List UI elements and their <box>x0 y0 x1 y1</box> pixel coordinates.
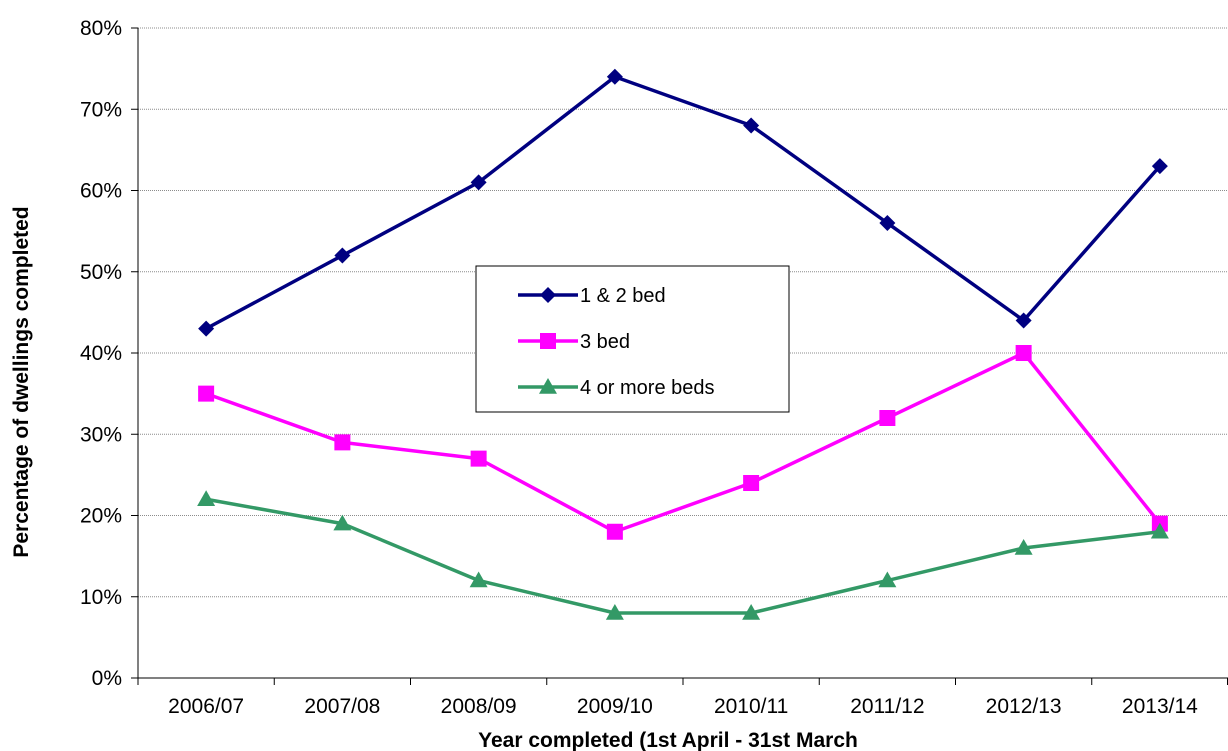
y-tick-label: 0% <box>92 667 122 690</box>
y-tick-label: 20% <box>80 505 122 528</box>
data-point-1-2-bed <box>743 117 760 134</box>
data-point-4-or-more-beds <box>333 514 352 531</box>
y-tick-label: 70% <box>80 98 122 121</box>
data-point-4-or-more-beds <box>1150 522 1169 539</box>
data-point-3-bed <box>879 410 896 426</box>
data-point-1-2-bed <box>1151 158 1168 175</box>
x-tick-label: 2009/10 <box>577 695 653 718</box>
data-point-4-or-more-beds <box>878 571 897 588</box>
legend-label-3-bed: 3 bed <box>580 331 630 353</box>
legend-label-4-or-more-beds: 4 or more beds <box>580 377 715 399</box>
x-tick-label: 2010/11 <box>714 695 788 718</box>
series-line-3-bed <box>205 351 1162 534</box>
data-point-4-or-more-beds <box>1014 539 1033 555</box>
series-4-or-more-beds <box>197 490 1169 620</box>
data-point-3-bed <box>470 450 487 467</box>
series-1-2-bed <box>198 68 1168 337</box>
legend: 1 & 2 bed 3 bed 4 or more beds <box>475 265 790 413</box>
x-tick-label: 2013/14 <box>1122 695 1198 718</box>
data-point-4-or-more-beds <box>742 604 761 620</box>
y-tick-label: 40% <box>80 342 122 365</box>
y-tick-label: 80% <box>80 17 122 40</box>
legend-marker-1-2-bed <box>540 287 556 303</box>
data-point-1-2-bed <box>1015 312 1032 329</box>
legend-marker-3-bed <box>540 333 556 349</box>
data-point-3-bed <box>334 434 351 451</box>
data-point-4-or-more-beds <box>197 490 216 506</box>
series-group <box>197 68 1169 620</box>
y-tick-label: 50% <box>80 261 122 284</box>
data-point-3-bed <box>606 523 623 540</box>
y-tick-label: 30% <box>80 423 122 446</box>
data-point-3-bed <box>1015 345 1032 361</box>
data-point-1-2-bed <box>334 247 351 264</box>
data-point-1-2-bed <box>879 215 896 231</box>
data-point-3-bed <box>198 385 215 402</box>
y-tick-label: 10% <box>80 586 122 609</box>
x-tick-label: 2012/13 <box>986 695 1062 718</box>
x-axis-title: Year completed (1st April - 31st March <box>478 729 858 751</box>
data-point-3-bed <box>743 475 760 491</box>
data-point-1-2-bed <box>606 68 623 85</box>
series-3-bed <box>198 345 1168 540</box>
y-tick-label: 60% <box>80 180 122 203</box>
data-point-4-or-more-beds <box>605 604 624 620</box>
axes: 0% 10% 20% 30% 40% 50% 60% 70% 80% 2006/07 2007/08… <box>80 17 1228 718</box>
data-point-1-2-bed <box>470 174 487 191</box>
series-line-1-2-bed <box>205 75 1162 331</box>
x-tick-label: 2006/07 <box>168 695 244 718</box>
x-tick-label: 2011/12 <box>850 695 924 718</box>
data-point-4-or-more-beds <box>469 571 488 588</box>
y-axis-title: Percentage of dwellings completed <box>10 206 33 557</box>
x-tick-label: 2007/08 <box>304 695 380 718</box>
data-point-1-2-bed <box>198 320 215 337</box>
legend-marker-4-or-more-beds <box>539 378 557 394</box>
series-line-4-or-more-beds <box>205 497 1161 615</box>
legend-label-1-2-bed: 1 & 2 bed <box>580 285 666 307</box>
x-tick-label: 2008/09 <box>441 695 517 718</box>
